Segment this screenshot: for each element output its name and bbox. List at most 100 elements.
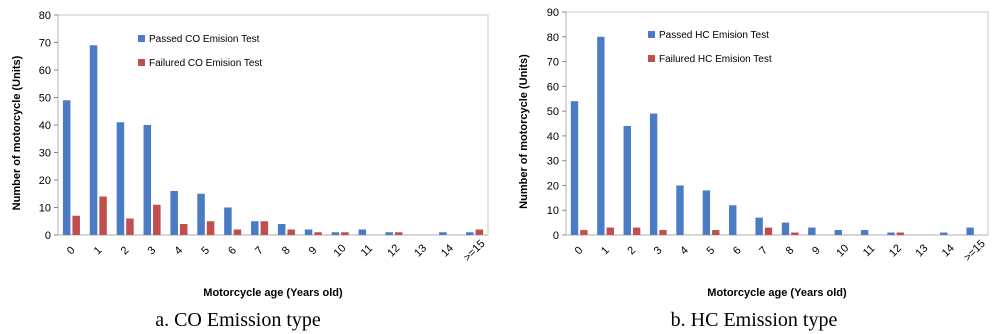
- bar-passed-15: [966, 227, 974, 235]
- y-axis-title: Number of motorcycle (Units): [518, 54, 530, 209]
- x-tick-label: 12: [887, 242, 904, 259]
- legend-swatch-failured: [648, 55, 655, 62]
- bar-passed-5: [197, 193, 205, 235]
- bar-passed-15: [466, 232, 474, 235]
- x-tick-label: 3: [146, 244, 159, 257]
- y-tick-label: 50: [39, 93, 51, 105]
- legend-swatch-passed: [138, 35, 145, 42]
- bar-failured-8: [287, 229, 295, 235]
- y-tick-label: 0: [553, 230, 559, 242]
- bar-failured-6: [233, 229, 242, 235]
- x-tick-label: 0: [573, 244, 586, 257]
- x-tick-label: 6: [731, 244, 744, 257]
- x-tick-label: 5: [199, 244, 212, 257]
- y-tick-label: 0: [45, 230, 51, 242]
- bar-passed-10: [331, 232, 340, 235]
- bar-failured-0: [72, 215, 80, 235]
- y-tick-label: 10: [39, 203, 51, 215]
- bar-failured-0: [580, 230, 588, 235]
- bar-failured-12: [394, 232, 403, 235]
- legend-swatch-passed: [648, 31, 655, 38]
- bar-passed-10: [834, 230, 842, 235]
- bar-failured-10: [341, 232, 349, 235]
- bar-passed-6: [729, 205, 737, 235]
- x-tick-label: 4: [678, 244, 691, 257]
- bar-passed-14: [439, 232, 447, 235]
- bar-passed-7: [251, 221, 259, 235]
- x-tick-label: 10: [834, 242, 851, 259]
- bar-failured-3: [153, 204, 161, 235]
- bar-failured-8: [791, 232, 799, 235]
- bar-failured-15: [475, 229, 484, 235]
- figure-caption: b. HC Emission type: [671, 309, 838, 331]
- bar-failured-1: [99, 196, 107, 235]
- bar-failured-3: [659, 230, 667, 235]
- x-tick-label: 6: [226, 244, 239, 257]
- legend-label-passed: Passed HC Emision Test: [659, 30, 769, 41]
- x-tick-label: 11: [861, 243, 878, 260]
- y-tick-label: 80: [547, 32, 559, 44]
- x-tick-label: 12: [385, 242, 402, 259]
- plot-area-border: [565, 11, 989, 236]
- y-tick-label: 90: [547, 7, 559, 19]
- x-tick-label: 2: [625, 244, 638, 257]
- bar-passed-1: [597, 36, 605, 236]
- x-tick-label: 9: [307, 244, 320, 257]
- x-tick-label: 5: [705, 244, 718, 257]
- bar-passed-6: [224, 207, 232, 235]
- bar-failured-2: [126, 218, 134, 235]
- x-axis-title: Motorcycle age (Years old): [203, 287, 343, 299]
- bar-passed-14: [940, 232, 948, 235]
- bar-failured-4: [179, 224, 188, 235]
- y-tick-label: 70: [547, 57, 559, 69]
- bar-passed-8: [277, 224, 286, 235]
- x-tick-label: 4: [172, 244, 185, 257]
- bar-passed-0: [570, 101, 579, 235]
- x-tick-label: 13: [913, 242, 930, 259]
- bar-passed-2: [116, 122, 125, 235]
- bar-passed-4: [676, 185, 684, 235]
- legend-swatch-failured: [138, 59, 145, 66]
- x-tick-label: 3: [652, 244, 665, 257]
- bar-passed-8: [781, 222, 790, 235]
- x-tick-label: 2: [119, 244, 132, 257]
- bar-failured-1: [606, 227, 614, 235]
- bar-passed-1: [89, 45, 98, 235]
- x-tick-label: >=15: [962, 238, 988, 264]
- bar-passed-2: [623, 125, 631, 235]
- y-tick-label: 40: [547, 131, 559, 143]
- x-tick-label: 13: [412, 242, 429, 259]
- x-tick-label: 7: [253, 244, 266, 257]
- y-tick-label: 60: [39, 65, 51, 77]
- y-tick-label: 20: [39, 175, 51, 187]
- bar-passed-9: [304, 229, 313, 235]
- x-tick-label: 10: [331, 242, 348, 259]
- y-tick-label: 40: [39, 120, 51, 132]
- bar-failured-12: [896, 232, 905, 235]
- bar-passed-11: [358, 229, 367, 235]
- bar-passed-11: [860, 230, 869, 235]
- x-tick-label: 1: [92, 244, 105, 257]
- y-tick-label: 10: [547, 205, 559, 217]
- bar-passed-3: [143, 125, 152, 235]
- legend-label-failured: Failured CO Emision Test: [149, 58, 262, 69]
- bar-passed-12: [887, 232, 895, 235]
- y-tick-label: 30: [547, 156, 559, 168]
- bar-failured-5: [712, 230, 720, 235]
- y-axis-title: Number of motorcycle (Units): [11, 55, 23, 210]
- x-axis-title: Motorcycle age (Years old): [707, 287, 847, 299]
- bar-passed-5: [702, 190, 711, 235]
- x-tick-label: 1: [599, 244, 612, 257]
- x-tick-label: 8: [784, 244, 797, 257]
- y-tick-label: 20: [547, 180, 559, 192]
- bar-passed-9: [808, 227, 816, 235]
- y-tick-label: 50: [547, 106, 559, 118]
- x-tick-label: >=15: [461, 238, 487, 264]
- x-tick-label: 9: [810, 244, 823, 257]
- bar-failured-7: [764, 227, 773, 235]
- bar-failured-9: [314, 232, 322, 235]
- bar-passed-7: [755, 217, 763, 235]
- bar-passed-0: [62, 100, 71, 235]
